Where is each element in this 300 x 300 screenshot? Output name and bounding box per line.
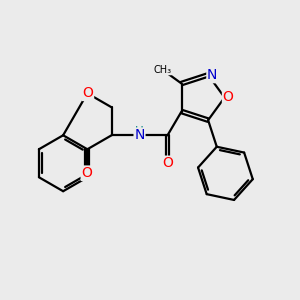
Text: O: O <box>81 166 92 180</box>
Text: H: H <box>135 125 143 138</box>
Text: N: N <box>134 128 145 142</box>
Text: CH₃: CH₃ <box>153 64 172 75</box>
Text: O: O <box>82 86 93 100</box>
Text: O: O <box>223 90 233 104</box>
Text: O: O <box>162 156 173 170</box>
Text: N: N <box>207 68 217 83</box>
